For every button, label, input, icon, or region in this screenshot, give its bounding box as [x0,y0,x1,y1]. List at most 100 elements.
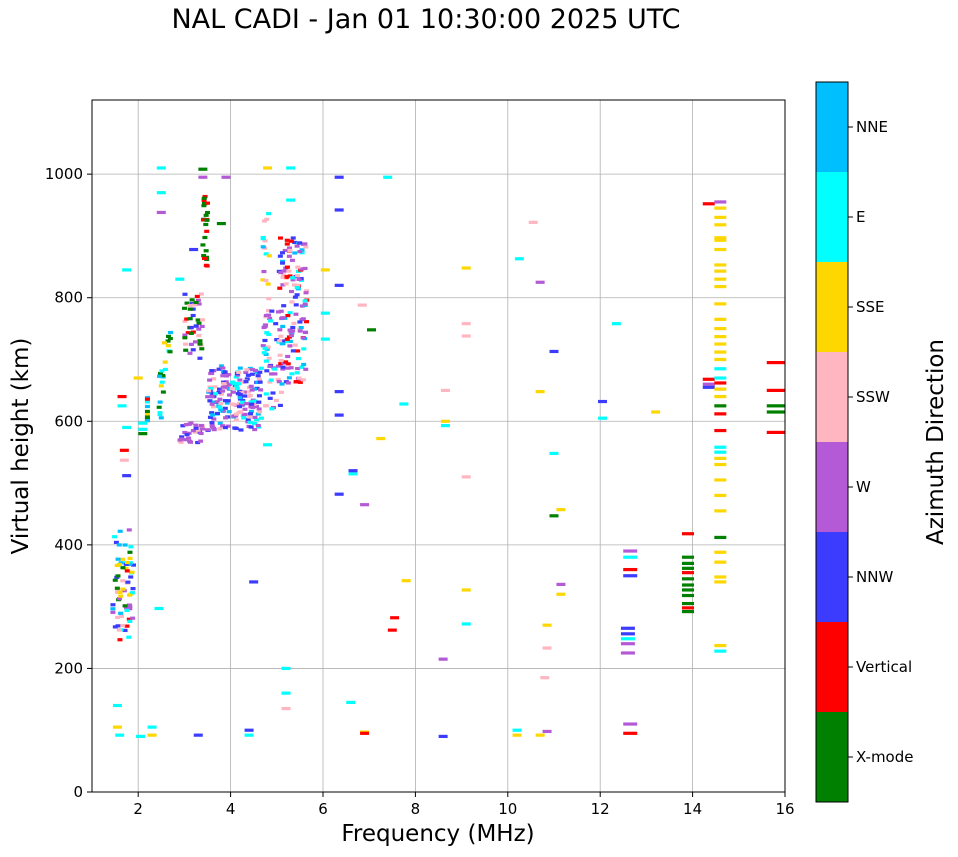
data-point [681,566,694,570]
data-point [183,348,189,352]
data-point [127,593,133,597]
data-point [199,318,205,322]
data-point [714,509,727,513]
data-point [187,303,193,308]
data-point [280,261,286,265]
data-point [156,191,166,195]
data-point [255,423,261,428]
data-point [211,377,217,381]
data-point [303,245,309,249]
data-point [223,416,229,420]
data-point [262,404,268,408]
data-point [296,277,302,281]
data-point [200,218,206,222]
data-point [702,382,715,386]
x-tick-label: 8 [411,800,421,818]
data-point [440,388,450,392]
data-point [138,432,148,436]
data-point [290,278,296,282]
data-point [535,280,545,284]
data-point [183,423,189,427]
data-point [295,349,301,353]
data-point [297,320,303,324]
data-point [116,562,122,567]
data-point [357,303,367,307]
data-point [294,244,300,248]
data-point [279,342,285,346]
data-point [714,342,727,346]
data-point [766,360,785,365]
data-point [220,385,226,389]
colorbar-segment [816,622,848,712]
data-point [245,373,251,377]
data-point [144,404,150,409]
data-point [187,307,193,311]
colorbar-tick-label: X-mode [856,748,913,766]
data-point [651,410,661,414]
data-point [112,703,122,708]
data-point [182,306,188,310]
data-point [376,436,386,441]
data-point [187,351,193,355]
data-point [244,733,254,737]
data-point [147,733,157,737]
data-point [144,397,150,401]
data-point [250,405,256,410]
data-point [267,396,273,400]
data-point [205,395,211,399]
data-point [157,400,163,404]
data-point [237,366,243,370]
data-point [203,249,209,253]
data-point [278,390,284,394]
colorbar-frame [815,81,849,803]
data-point [714,478,727,482]
data-point [244,402,250,406]
y-tick-label: 1000 [45,165,83,183]
data-point [299,267,305,271]
data-point [262,239,268,243]
data-point [203,222,209,227]
data-point [714,350,727,354]
data-point [714,649,727,653]
data-point [192,340,198,344]
data-point [130,563,136,567]
data-point [289,258,295,262]
data-point [194,294,200,299]
data-point [277,254,283,258]
colorbar-tick-label: NNE [856,118,888,136]
data-point [154,606,164,611]
data-point [122,628,128,632]
data-point [231,414,237,418]
data-point [620,632,635,636]
data-point [275,377,281,382]
data-point [681,606,694,610]
data-point [281,304,287,308]
data-point [623,722,638,726]
data-point [118,561,124,565]
data-point [714,367,727,371]
data-point [217,405,223,409]
data-point [263,278,269,283]
data-point [190,348,196,352]
data-point [438,734,448,738]
data-point [165,334,171,338]
data-point [260,235,266,240]
data-point [158,384,164,388]
data-point [284,337,290,341]
data-point [225,399,231,403]
data-point [198,439,204,443]
data-point [114,586,120,590]
data-point [556,508,566,512]
data-point [253,418,259,422]
data-point [766,430,785,435]
data-point [287,328,293,332]
data-point [714,462,727,467]
data-point [147,725,157,729]
data-point [188,342,194,346]
data-point [221,382,227,386]
data-point [598,399,608,404]
data-point [144,409,150,414]
data-point [223,380,229,384]
data-point [320,311,330,315]
data-point [714,223,727,227]
